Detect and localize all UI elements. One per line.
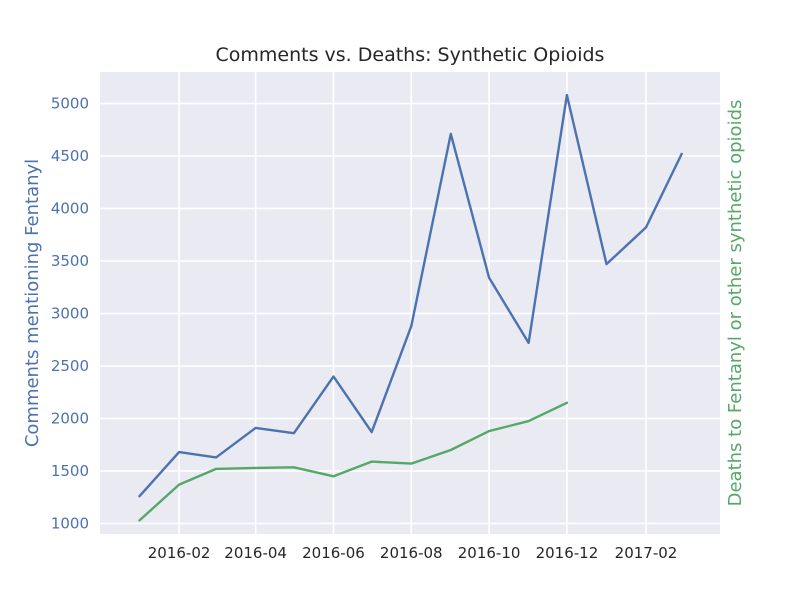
x-tick-label: 2017-02 [615,544,678,562]
y-axis-label-left: Comments mentioning Fentanyl [22,159,43,447]
x-tick-label: 2016-12 [536,544,599,562]
x-tick-label: 2016-02 [148,544,211,562]
x-axis-ticks: 2016-02 2016-04 2016-06 2016-08 2016-10 2016-… [148,544,678,562]
y-tick-label-left: 5000 [51,95,89,113]
y-tick-label-left: 4000 [51,200,89,218]
y-tick-label-left: 1500 [51,462,89,480]
series-line-0 [138,93,683,498]
chart-title: Comments vs. Deaths: Synthetic Opioids [216,44,605,66]
y-tick-label-left: 4500 [51,147,89,165]
x-tick-label: 2016-08 [380,544,443,562]
y-tick-label-left: 1000 [51,515,89,533]
y-tick-label-left: 2000 [51,410,89,428]
y-tick-label-left: 2500 [51,357,89,375]
y-tick-label-left: 3500 [51,252,89,270]
series-layer [138,93,683,522]
x-tick-label: 2016-10 [458,544,521,562]
grid [100,72,720,534]
x-tick-label: 2016-04 [224,544,287,562]
y-tick-label-left: 3000 [51,305,89,323]
plot-background [100,72,720,534]
y-axis-label-right: Deaths to Fentanyl or other synthetic op… [725,100,746,507]
x-tick-label: 2016-06 [302,544,365,562]
series-line-1 [138,401,569,522]
y-axis-ticks-left: 1000 1500 2000 2500 3000 3500 4000 4500 5000 [51,95,89,533]
